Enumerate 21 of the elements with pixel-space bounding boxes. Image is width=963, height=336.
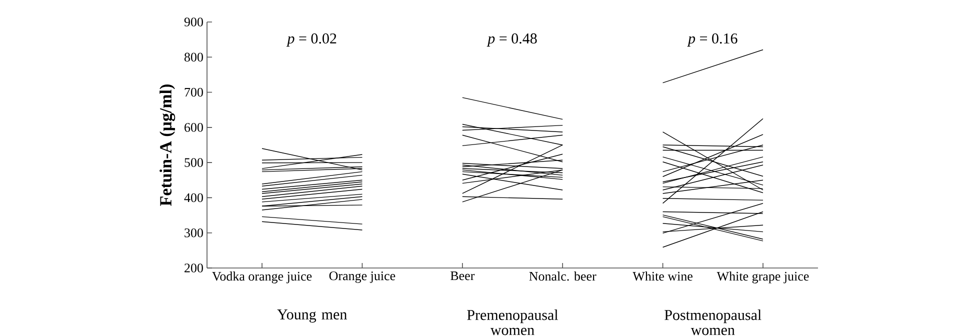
y-tick-label: 800	[184, 52, 203, 62]
y-axis-title: Fetuin-A (μg/ml)	[160, 84, 176, 206]
text: Postmenopausal women	[664, 310, 762, 336]
y-tick-label: 400	[184, 193, 203, 202]
y-tick-label: 300	[184, 228, 203, 238]
annotation: p = 0.16	[687, 33, 738, 47]
annotation: p = 0.02	[286, 33, 336, 47]
x-tick-label: Orange juice	[329, 272, 396, 283]
text: Premenopausal women	[467, 310, 558, 336]
y-tick-label: 500	[184, 158, 203, 167]
annotation: p = 0.48	[486, 33, 537, 47]
x-tick-label: White wine	[632, 272, 692, 281]
y-tick-label: 900	[184, 18, 203, 26]
x-tick-label: Beer	[450, 272, 475, 280]
text: Young men	[277, 310, 347, 323]
x-tick-label: Nonalc. beer	[529, 272, 596, 281]
x-tick-label: Vodka orange juice	[212, 272, 312, 284]
y-tick-label: 700	[184, 88, 203, 97]
y-tick-label: 200	[184, 264, 203, 272]
y-tick-label: 600	[184, 123, 203, 132]
x-tick-label: White grape juice	[716, 272, 809, 284]
